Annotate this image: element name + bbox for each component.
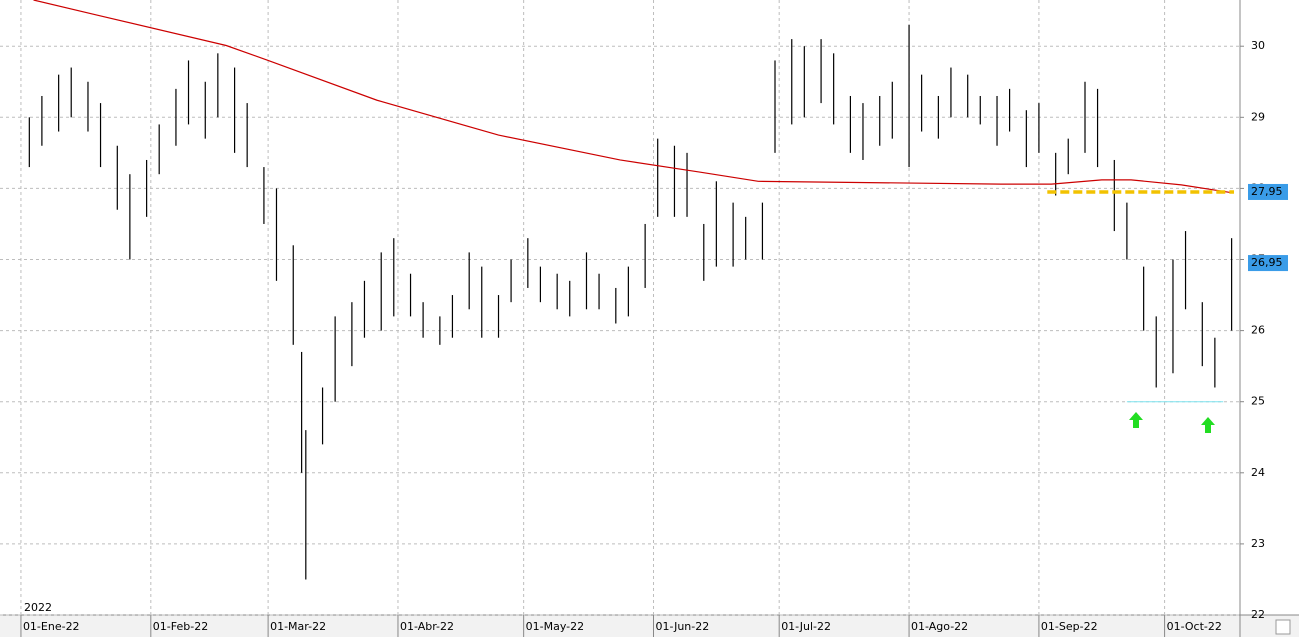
y-tick-label: 25 — [1251, 395, 1265, 408]
y-tick-label: 23 — [1251, 537, 1265, 550]
y-tick-label: 29 — [1251, 110, 1265, 123]
y-tick-label: 30 — [1251, 39, 1265, 52]
price-label-box — [1248, 183, 1288, 200]
x-tick-label: 01-Jun-22 — [656, 620, 710, 633]
x-tick-label: 01-May-22 — [526, 620, 584, 633]
x-tick-label: 01-Ene-22 — [23, 620, 80, 633]
price-label: 26,95 — [1251, 256, 1283, 269]
x-tick-label: 01-Abr-22 — [400, 620, 454, 633]
settings-icon[interactable] — [1275, 619, 1291, 635]
price-label-box — [1248, 255, 1288, 272]
year-label: 2022 — [24, 601, 52, 614]
x-tick-label: 01-Oct-22 — [1167, 620, 1222, 633]
moving-average-line — [33, 0, 1232, 194]
y-tick-label: 24 — [1251, 466, 1265, 479]
x-tick-label: 01-Jul-22 — [781, 620, 831, 633]
up-arrow — [1201, 417, 1215, 433]
x-tick-label: 01-Feb-22 — [153, 620, 208, 633]
y-tick-label: 22 — [1251, 608, 1265, 621]
up-arrow — [1129, 412, 1143, 428]
x-tick-label: 01-Sep-22 — [1041, 620, 1098, 633]
x-tick-label: 01-Ago-22 — [911, 620, 968, 633]
x-axis-band — [0, 615, 1299, 637]
x-tick-label: 01-Mar-22 — [270, 620, 326, 633]
price-label: 27,95 — [1251, 185, 1283, 198]
y-tick-label: 26 — [1251, 324, 1265, 337]
